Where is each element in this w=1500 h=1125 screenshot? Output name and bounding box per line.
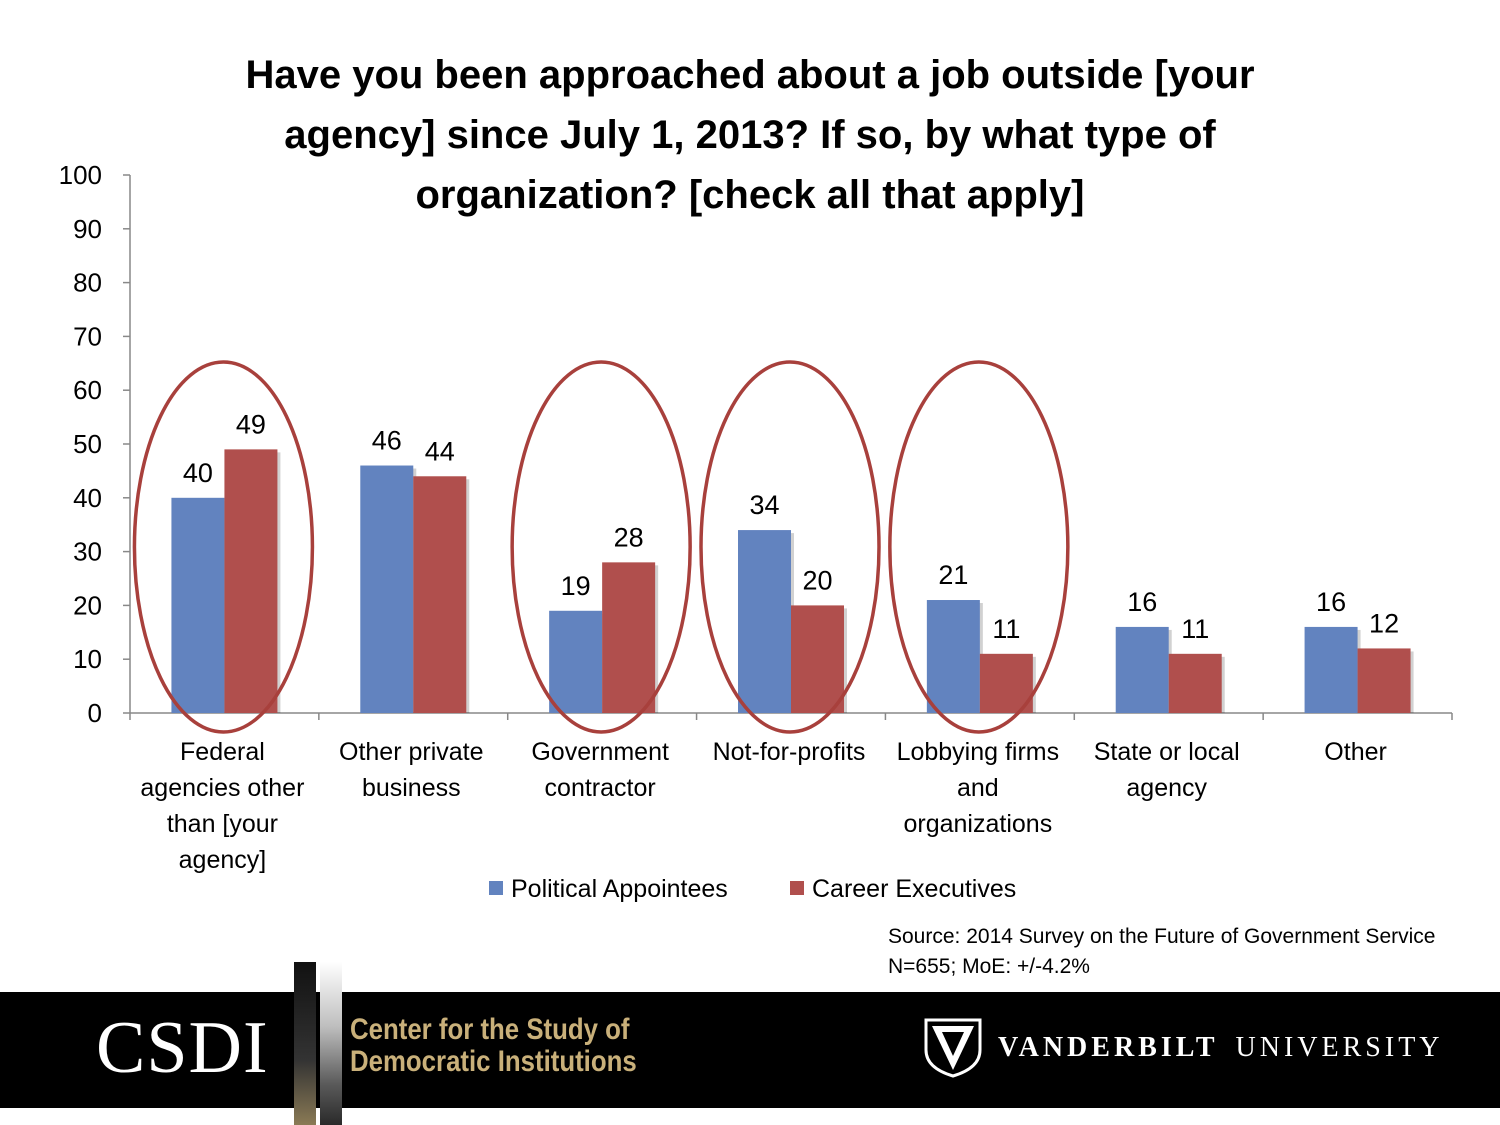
chart-title: Have you been approached about a job out… (245, 53, 1254, 217)
bar (360, 465, 414, 713)
bars (171, 449, 1414, 713)
category-label: Lobbying firms (897, 738, 1060, 766)
y-tick-label: 20 (73, 590, 102, 620)
category-label: organizations (903, 810, 1052, 838)
category-label: contractor (545, 774, 656, 802)
data-label: 34 (749, 490, 779, 520)
highlight-ellipse (510, 360, 692, 734)
bar (1168, 653, 1222, 713)
bar (1115, 626, 1169, 713)
y-tick-label: 50 (73, 429, 102, 459)
data-label: 40 (183, 458, 213, 488)
center-name-line1: Center for the Study of (350, 1013, 630, 1046)
y-tick-label: 90 (73, 214, 102, 244)
university-word: UNIVERSITY (1235, 1032, 1444, 1063)
category-label: Not-for-profits (713, 738, 866, 766)
bar (791, 605, 844, 713)
bar (926, 600, 980, 713)
category-label: and (957, 774, 999, 802)
bar (1357, 648, 1411, 713)
y-tick-label: 100 (59, 160, 102, 190)
y-tick-label: 10 (73, 644, 102, 674)
category-label: than [your (167, 810, 278, 838)
center-name-line2: Democratic Institutions (350, 1045, 637, 1078)
data-labels: 40 49 46 44 19 28 34 20 21 11 16 11 16 12 (183, 409, 1399, 643)
data-label: 28 (614, 522, 644, 552)
legend-label: Political Appointees (511, 875, 728, 903)
bar (171, 497, 225, 713)
highlight-ellipse (699, 360, 881, 734)
logo-divider-dark (294, 962, 316, 1125)
vanderbilt-name: VANDERBILT (998, 1032, 1219, 1063)
bar (602, 562, 656, 713)
chart-title-line: organization? [check all that apply] (416, 173, 1085, 217)
bar (979, 653, 1033, 713)
category-label: business (362, 774, 461, 802)
data-label: 12 (1369, 608, 1399, 638)
category-label: State or local (1094, 738, 1240, 766)
category-label: agency (1126, 774, 1207, 802)
source-note: Source: 2014 Survey on the Future of Gov… (888, 922, 1435, 982)
y-tick-label: 30 (73, 537, 102, 567)
data-label: 46 (372, 426, 402, 456)
chart-title-line: Have you been approached about a job out… (245, 53, 1254, 97)
data-label: 21 (938, 560, 968, 590)
highlight-ellipse (132, 360, 315, 734)
y-tick-label: 0 (88, 698, 102, 728)
logo-divider-light (320, 962, 342, 1125)
data-label: 44 (425, 436, 455, 466)
vanderbilt-shield-icon (924, 1018, 982, 1078)
legend-label: Career Executives (812, 875, 1016, 903)
category-label: Federal (180, 738, 265, 766)
vanderbilt-wordmark: VANDERBILT UNIVERSITY (998, 1032, 1444, 1064)
bar (413, 476, 467, 713)
y-axis: 0 10 20 30 40 50 60 70 80 90 100 (59, 160, 1453, 728)
center-name: Center for the Study of Democratic Insti… (350, 1014, 637, 1078)
y-tick-label: 80 (73, 268, 102, 298)
x-axis-labels: Federal agencies other than [your agency] Ot… (140, 738, 1386, 874)
category-label: agency] (179, 846, 267, 874)
highlight-ellipse (888, 360, 1070, 734)
data-label: 19 (561, 571, 591, 601)
data-label: 11 (992, 614, 1020, 644)
bar (1304, 626, 1358, 713)
y-tick-label: 40 (73, 483, 102, 513)
category-label: agencies other (140, 774, 304, 802)
bar (224, 449, 278, 713)
category-label: Government (531, 738, 669, 766)
legend-swatch (489, 881, 503, 895)
y-tick-label: 70 (73, 321, 102, 351)
data-label: 16 (1316, 587, 1346, 617)
legend: Political Appointees Career Executives (489, 875, 1016, 903)
category-label: Other private (339, 738, 484, 766)
source-line: Source: 2014 Survey on the Future of Gov… (888, 925, 1436, 948)
data-label: 20 (802, 565, 832, 595)
legend-swatch (790, 881, 804, 895)
sample-line: N=655; MoE: +/-4.2% (888, 955, 1090, 978)
data-label: 11 (1181, 614, 1209, 644)
footer-banner (0, 992, 1500, 1108)
highlight-ellipses (132, 360, 1070, 734)
bar (738, 530, 791, 713)
chart-title-line: agency] since July 1, 2013? If so, by wh… (284, 113, 1216, 157)
data-label: 16 (1127, 587, 1157, 617)
y-tick-label: 60 (73, 375, 102, 405)
csdi-logo: CSDI (96, 1007, 269, 1089)
bar-chart: Have you been approached about a job out… (59, 53, 1453, 903)
data-label: 49 (236, 409, 266, 439)
category-label: Other (1324, 738, 1387, 766)
bar (549, 610, 603, 713)
